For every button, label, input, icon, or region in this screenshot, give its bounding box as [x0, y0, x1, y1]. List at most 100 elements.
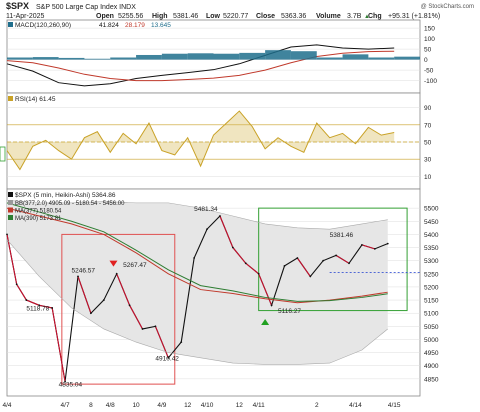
price-bearish-segment: [51, 307, 66, 382]
price-bearish-segment: [6, 234, 18, 285]
price-point: [167, 356, 170, 359]
price-legend-swatch: [8, 192, 13, 197]
price-point: [219, 215, 221, 217]
symbol-name: S&P 500 Large Cap Index INDX: [36, 4, 136, 11]
price-legend-item-swatch: [8, 215, 13, 220]
price-point: [115, 272, 118, 275]
price-ytick-label: 4850: [424, 376, 439, 383]
price-ytick-label: 5200: [424, 284, 439, 291]
price-bearish-segment: [129, 305, 143, 330]
rsi-marker-box: [0, 146, 6, 162]
price-point: [25, 299, 28, 301]
watermark: @ StockCharts.com: [421, 4, 474, 10]
price-annotation-label: 5481.34: [194, 206, 218, 213]
macd-ytick-label: 100: [424, 36, 435, 43]
macd-value: 41.824: [99, 22, 119, 29]
macd-ytick-label: -50: [424, 68, 434, 75]
green-range-box: [258, 207, 408, 312]
price-point: [283, 265, 286, 267]
macd-histogram-bar: [187, 53, 214, 60]
price-point: [6, 233, 8, 236]
series-line-signal: [6, 50, 395, 82]
x-axis-label: 4/14: [349, 402, 362, 409]
rsi-ytick-label: 50: [424, 140, 432, 147]
price-point: [361, 244, 363, 246]
x-axis-label: 12: [184, 402, 192, 409]
price-point: [38, 304, 41, 307]
series-line-rsi: [6, 110, 395, 171]
price-bearish-segment: [296, 257, 311, 277]
price-annotation-label: 5116.27: [278, 308, 301, 315]
price-bearish-segment: [39, 304, 53, 309]
price-ytick-label: 4950: [424, 350, 439, 357]
price-point: [64, 380, 66, 383]
price-point: [15, 283, 18, 286]
low-value: 5220.77: [223, 13, 248, 20]
price-point: [348, 262, 350, 265]
volume-label: Volume: [316, 13, 341, 20]
rsi-legend-swatch: [8, 96, 13, 101]
macd-ytick-label: 150: [424, 26, 435, 33]
price-point: [386, 242, 389, 245]
price-point: [296, 257, 299, 259]
macd-histogram-bar: [32, 57, 59, 60]
x-axis-label: 4/11: [253, 402, 266, 409]
price-annotation-label: 5381.46: [330, 232, 354, 239]
rsi-ytick-label: 10: [424, 174, 432, 181]
up-arrow-icon: [261, 319, 270, 326]
price-point: [128, 304, 131, 307]
macd-histogram-bar: [368, 57, 395, 60]
rsi-ytick-label: 70: [424, 122, 432, 129]
x-axis-label: 4/15: [388, 402, 401, 409]
macd-legend-swatch: [8, 22, 13, 27]
price-point: [270, 304, 273, 307]
series-line-macd: [6, 44, 395, 87]
price-point: [231, 246, 234, 249]
x-axis-label: 12: [236, 402, 244, 409]
macd-histogram-bar: [84, 58, 111, 60]
rsi-ytick-label: 30: [424, 157, 432, 164]
price-bearish-segment: [258, 273, 273, 306]
x-axis-label: 4/4: [2, 402, 11, 409]
macd-ytick-label: 0: [424, 57, 428, 64]
macd-ytick-label: 50: [424, 47, 432, 54]
macd-histogram-bar: [213, 53, 240, 60]
macd-histogram-bar: [290, 51, 317, 60]
price-ytick-label: 4900: [424, 363, 439, 370]
price-point: [102, 299, 105, 301]
price-point: [257, 272, 260, 275]
price-point: [89, 312, 92, 315]
rsi-fill: [7, 111, 395, 170]
price-annotation-label: 4910.42: [155, 355, 179, 362]
price-annotation-label: 4835.04: [59, 382, 83, 389]
price-legend-label: $SPX (5 min, Heikin-Ashi) 5364.86: [15, 192, 116, 199]
macd-histogram-value: 13.645: [151, 22, 171, 29]
macd-signal-value: 28.179: [125, 22, 145, 29]
x-axis-label: 4/9: [157, 402, 166, 409]
price-point: [51, 307, 54, 309]
price-point: [141, 328, 144, 330]
price-ytick-label: 5050: [424, 324, 439, 331]
series-line-ma-390-: [6, 202, 388, 302]
price-annotation-label: 5267.47: [123, 262, 147, 269]
bollinger-band-line: [6, 239, 388, 365]
price-legend-item-label: MA(377) 5180.54: [15, 209, 62, 215]
open-value: 5255.56: [118, 13, 143, 20]
rsi-ytick-label: 90: [424, 105, 432, 112]
price-point: [244, 262, 247, 265]
price-ytick-label: 5300: [424, 258, 439, 265]
price-ytick-label: 5150: [424, 298, 439, 305]
macd-histogram-bar: [7, 57, 33, 60]
x-axis-label: 10: [132, 402, 140, 409]
price-annotation-label: 5118.78: [26, 306, 49, 313]
price-legend-item-swatch: [8, 207, 13, 213]
low-label: Low: [206, 13, 221, 20]
high-label: High: [152, 13, 168, 20]
rsi-panel-frame: [6, 92, 421, 190]
macd-histogram-bar: [58, 57, 85, 60]
macd-histogram-bar: [239, 52, 266, 60]
series-line-ma-377-: [6, 207, 388, 304]
x-axis-label: 8: [89, 402, 93, 409]
price-bearish-segment: [335, 254, 350, 264]
price-legend-item-label: MA(390) 5173.81: [15, 216, 62, 222]
